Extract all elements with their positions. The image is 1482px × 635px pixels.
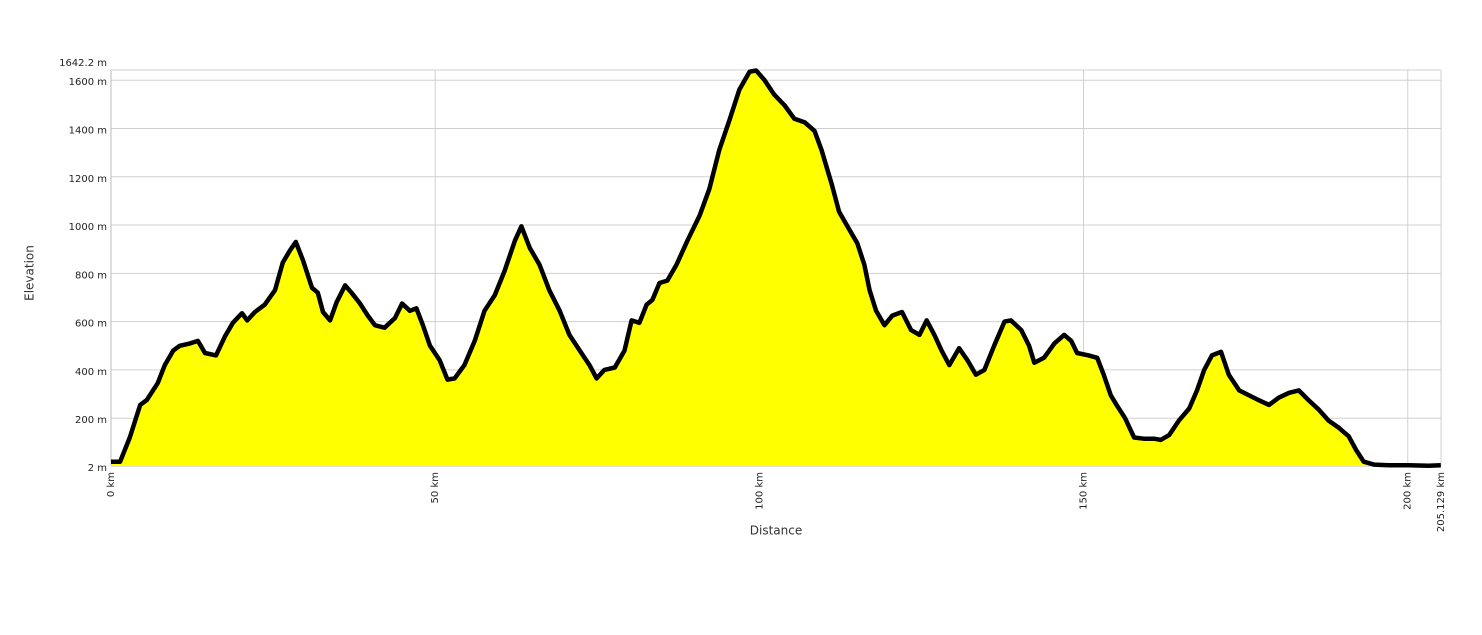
- y-tick-label: 400 m: [75, 367, 107, 378]
- y-tick-label: 1400 m: [69, 125, 107, 136]
- y-axis-title: Elevation: [23, 245, 37, 301]
- x-tick-label: 0 km: [106, 472, 117, 497]
- x-tick-label: 205.129 km: [1436, 472, 1447, 532]
- x-tick-label: 100 km: [754, 472, 765, 510]
- x-tick-label: 150 km: [1079, 472, 1090, 510]
- y-tick-label: 600 m: [75, 319, 107, 330]
- x-axis-title: Distance: [750, 524, 802, 538]
- y-tick-label: 200 m: [75, 415, 107, 426]
- y-tick-label: 1200 m: [69, 174, 107, 185]
- y-tick-label: 1642.2 m: [59, 58, 107, 69]
- y-tick-label: 2 m: [88, 463, 107, 474]
- y-tick-label: 1000 m: [69, 222, 107, 233]
- y-tick-label: 1600 m: [69, 77, 107, 88]
- area-fill: [111, 70, 1441, 466]
- x-tick-label: 50 km: [430, 472, 441, 503]
- x-tick-label: 200 km: [1403, 472, 1414, 510]
- y-tick-label: 800 m: [75, 270, 107, 281]
- elevation-line: [111, 68, 1441, 469]
